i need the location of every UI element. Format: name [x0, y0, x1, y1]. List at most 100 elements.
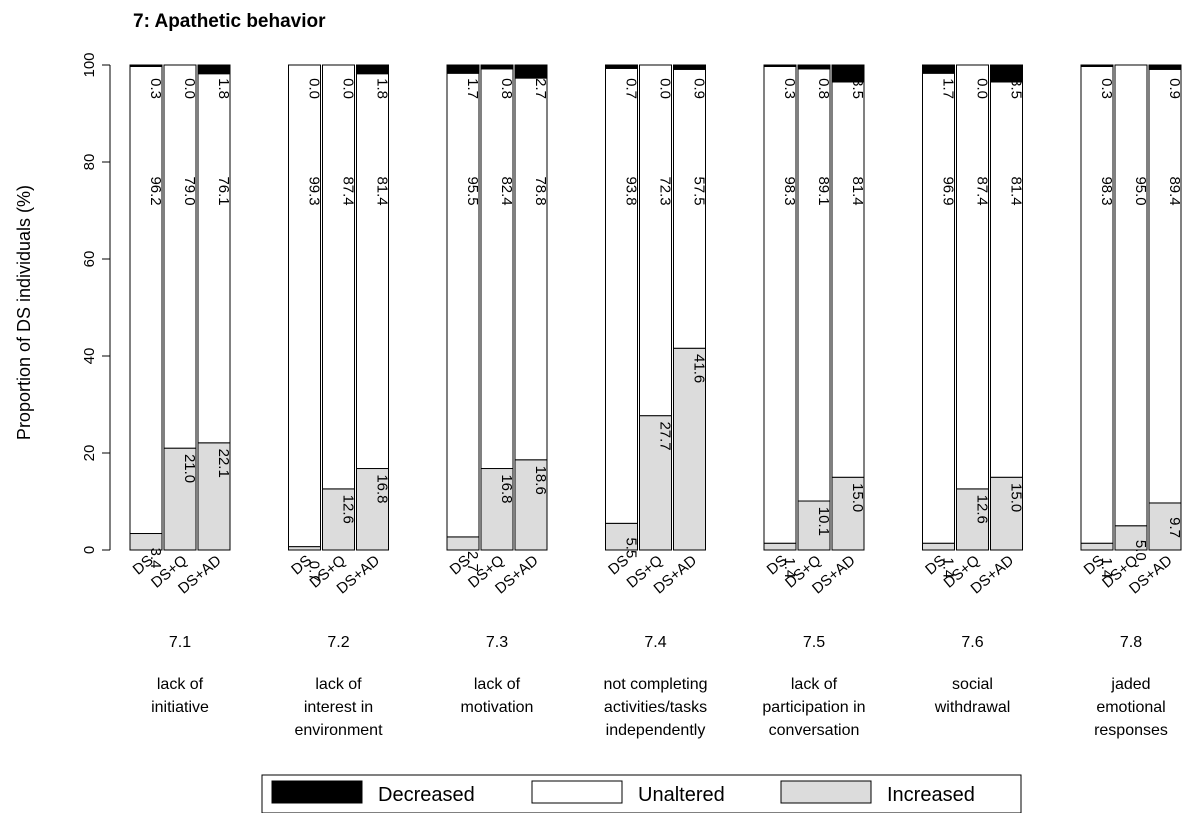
bar-segment-increased	[480, 468, 514, 551]
data-label-decreased: 0.8	[498, 78, 515, 99]
legend-label: Decreased	[378, 784, 475, 806]
data-label-increased: 22.1	[215, 449, 232, 478]
data-label-increased: 10.1	[815, 507, 832, 536]
group-description-line: responses	[1094, 722, 1168, 739]
group-description-line: activities/tasks	[604, 699, 707, 716]
chart-title: 7: Apathetic behavior	[133, 11, 326, 32]
legend: Decreased Unaltered Increased	[261, 774, 1022, 813]
data-label-unaltered: 76.1	[215, 176, 232, 205]
data-label-decreased: 1.7	[940, 78, 957, 99]
bar-segment-decreased	[990, 64, 1023, 83]
data-label-increased: 15.0	[849, 483, 866, 512]
data-label-increased: 1.4	[781, 557, 798, 578]
bar-segment-unaltered	[763, 65, 797, 544]
data-label-decreased: 0.0	[974, 78, 991, 99]
data-label-unaltered: 89.4	[1166, 176, 1183, 205]
bars-layer: 0.396.23.4DS0.079.021.0DS+Q1.876.122.1DS…	[129, 64, 1183, 739]
data-label-decreased: 0.7	[623, 78, 640, 99]
group-description-line: initiative	[151, 699, 209, 716]
bar-group-7.5: 0.398.31.4DS0.889.110.1DS+Q3.581.415.0DS…	[762, 64, 866, 739]
y-tick-label: 40	[81, 348, 98, 365]
data-label-decreased: 0.3	[781, 78, 798, 99]
data-label-increased: 15.0	[1008, 483, 1025, 512]
bar-segment-increased	[514, 459, 548, 551]
bar-segment-decreased	[129, 64, 163, 67]
data-label-decreased: 1.8	[374, 78, 391, 99]
group-description-line: participation in	[762, 699, 865, 716]
bar-segment-unaltered	[288, 64, 321, 548]
data-label-unaltered: 95.0	[1132, 176, 1149, 205]
data-label-unaltered: 98.3	[1098, 176, 1115, 205]
data-label-increased: 1.4	[1098, 557, 1115, 578]
bar-segment-unaltered	[797, 68, 831, 502]
bar-segment-unaltered	[356, 73, 389, 470]
bar-segment-decreased	[514, 64, 548, 79]
data-label-unaltered: 57.5	[691, 176, 708, 205]
bar-segment-increased	[639, 415, 672, 551]
group-description-line: lack of	[791, 676, 838, 693]
data-label-increased: 3.4	[147, 548, 164, 569]
bar-segment-unaltered	[129, 65, 163, 535]
bar-segment-increased	[922, 542, 955, 551]
bar-segment-increased	[763, 542, 797, 551]
data-label-unaltered: 79.0	[181, 176, 198, 205]
data-label-unaltered: 87.4	[974, 176, 991, 205]
bar-segment-unaltered	[1148, 68, 1182, 504]
data-label-increased: 1.4	[940, 557, 957, 578]
y-axis-label: Proportion of DS individuals (%)	[14, 185, 34, 440]
data-label-unaltered: 81.4	[1008, 176, 1025, 205]
group-description-line: emotional	[1096, 699, 1165, 716]
bar-segment-increased	[288, 546, 321, 551]
bar-segment-unaltered	[673, 68, 706, 349]
bar-group-7.4: 0.793.85.5DS0.072.327.7DS+Q0.957.541.6DS…	[603, 64, 708, 739]
bar-segment-unaltered	[605, 67, 638, 524]
group-description-line: independently	[606, 722, 706, 739]
data-label-decreased: 1.7	[464, 78, 481, 99]
group-description-line: lack of	[474, 676, 521, 693]
data-label-unaltered: 96.9	[940, 176, 957, 205]
data-label-unaltered: 82.4	[498, 176, 515, 205]
bar-segment-unaltered	[163, 64, 197, 449]
bar-segment-decreased	[763, 64, 797, 67]
data-label-increased: 12.6	[974, 495, 991, 524]
bar-segment-increased	[797, 500, 831, 551]
data-label-decreased: 0.0	[340, 78, 357, 99]
data-label-increased: 18.6	[532, 466, 549, 495]
data-label-decreased: 0.0	[181, 78, 198, 99]
y-tick-label: 0	[81, 546, 98, 554]
data-label-unaltered: 99.3	[306, 176, 323, 205]
legend-label: Unaltered	[638, 784, 725, 806]
bar-segment-unaltered	[831, 81, 865, 478]
group-description-line: not completing	[603, 676, 707, 693]
bar-segment-increased	[163, 447, 197, 551]
legend-swatch	[271, 780, 363, 804]
bar-group-7.3: 1.795.52.7DS0.882.416.8DS+Q2.778.818.6DS…	[446, 64, 549, 716]
group-description-line: environment	[294, 722, 383, 739]
bar-segment-increased	[673, 347, 706, 551]
bar-segment-unaltered	[1080, 65, 1114, 544]
group-id-label: 7.4	[644, 634, 666, 651]
data-label-increased: 41.6	[691, 354, 708, 383]
bar-segment-unaltered	[322, 64, 355, 490]
data-label-unaltered: 78.8	[532, 176, 549, 205]
data-label-decreased: 0.0	[306, 78, 323, 99]
data-label-decreased: 2.7	[532, 78, 549, 99]
group-description-line: withdrawal	[934, 699, 1011, 716]
bar-segment-unaltered	[956, 64, 989, 490]
data-label-decreased: 0.9	[1166, 78, 1183, 99]
data-label-decreased: 3.5	[1008, 78, 1025, 99]
data-label-decreased: 0.3	[147, 78, 164, 99]
bar-group-7.6: 1.796.91.4DS0.087.412.6DS+Q3.581.415.0DS…	[922, 64, 1025, 716]
data-label-decreased: 3.5	[849, 78, 866, 99]
bar-group-7.2: 0.099.30.7DS0.087.412.6DS+Q1.881.416.8DS…	[288, 64, 391, 739]
bar-segment-increased	[831, 476, 865, 551]
bar-segment-decreased	[356, 64, 389, 75]
data-label-increased: 2.7	[464, 551, 481, 572]
legend-box	[261, 774, 1022, 813]
bar-group-7.8: 0.398.31.4DS95.05.0DS+Q0.989.49.7DS+AD7.…	[1080, 64, 1183, 739]
y-tick-label: 60	[81, 251, 98, 268]
y-axis: 0 20 40 60 80 100	[81, 52, 111, 554]
bar-segment-unaltered	[480, 68, 514, 470]
legend-label: Increased	[887, 784, 975, 806]
